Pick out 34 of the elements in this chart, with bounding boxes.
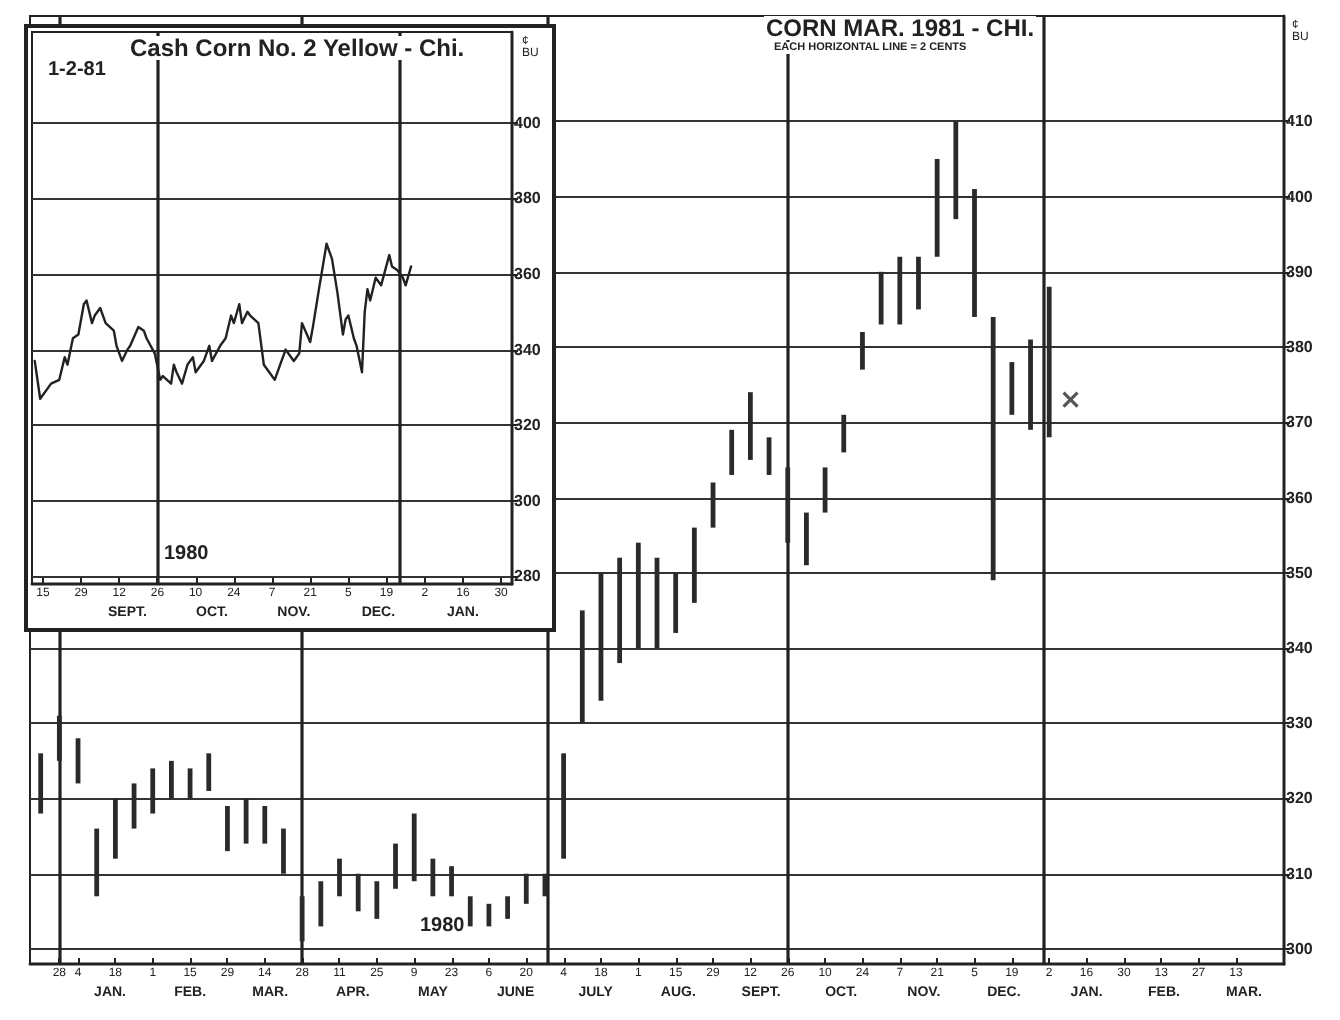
bar (729, 429, 735, 475)
y-tick-label: 340 (514, 340, 542, 359)
bar (467, 896, 473, 927)
bar (318, 881, 324, 927)
y-tick-label: 300 (514, 491, 542, 510)
bar (262, 806, 268, 844)
y-tick-label: 330 (1286, 714, 1314, 733)
y-tick-label: 400 (514, 113, 542, 132)
y-tick-label: 320 (1286, 789, 1314, 808)
y-tick-label: 370 (1286, 413, 1314, 432)
bar (1009, 362, 1015, 415)
annotation: 1-2-81 (48, 59, 107, 81)
y-tick-label: 380 (1286, 338, 1314, 357)
bar (804, 512, 809, 566)
y-tick-label: 360 (1286, 488, 1314, 507)
y-tick-label: 380 (514, 189, 542, 208)
y-tick-label: 300 (1286, 939, 1314, 958)
annotation: 1980 (164, 543, 210, 565)
bar (505, 896, 510, 919)
y-tick-label: 360 (514, 264, 542, 283)
y-tick-label: 400 (1286, 187, 1314, 206)
y-tick-label: 350 (1286, 563, 1314, 582)
y-tick-label: 390 (1286, 262, 1314, 281)
annotation: 1980 (420, 915, 466, 937)
bar (225, 806, 230, 852)
chart-title: Cash Corn No. 2 Yellow - Chi. (130, 34, 465, 62)
y-tick-label: 340 (1286, 639, 1314, 657)
bar (374, 881, 380, 919)
y-tick-label: 310 (1286, 864, 1314, 883)
chart-title: CORN MAR. 1981 - CHI. (766, 14, 1035, 42)
bar (206, 753, 212, 791)
y-tick-label: 280 (514, 567, 542, 586)
y-tick-label: 320 (514, 416, 542, 435)
y-tick-label: 410 (1286, 112, 1314, 131)
